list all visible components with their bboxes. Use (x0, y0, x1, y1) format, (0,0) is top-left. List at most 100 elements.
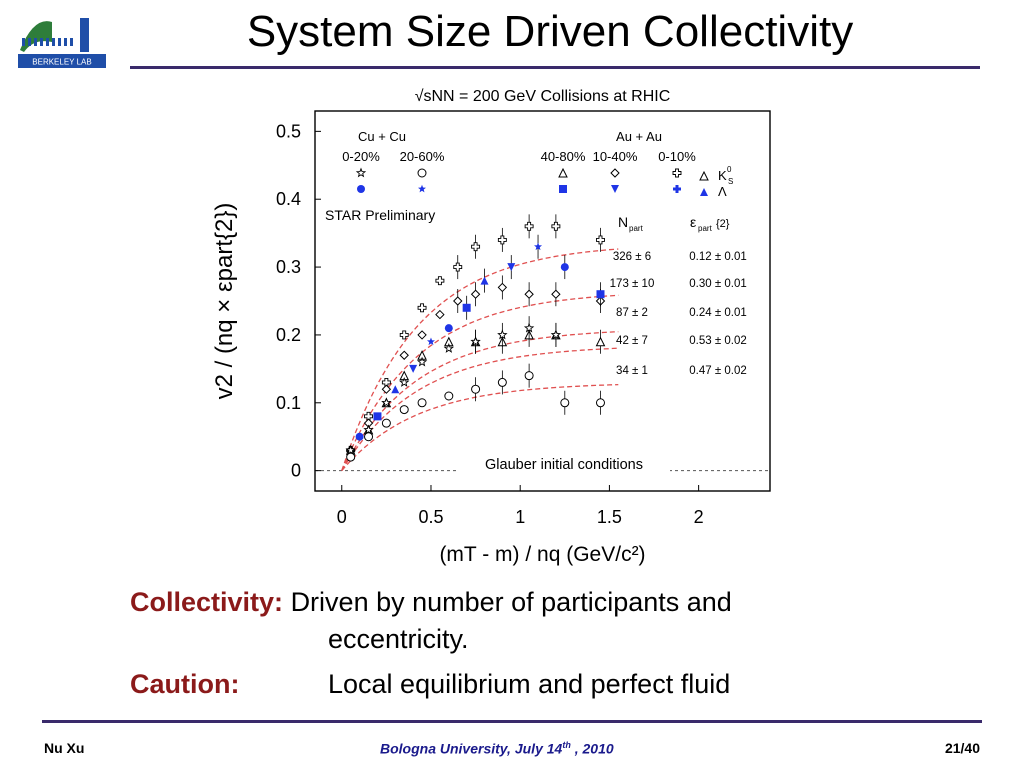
title-divider (130, 66, 980, 69)
legend-particle-sup: 0 (727, 165, 732, 174)
data-point (444, 324, 453, 333)
data-point (373, 412, 382, 421)
data-point (470, 289, 481, 299)
data-point (364, 432, 374, 442)
data-point (345, 444, 356, 455)
v2-scaling-chart: 0 0.5 1 1.5 2 0 0.1 0.2 0.3 0.4 0.5 √sNN = 200 GeV … (211, 88, 771, 566)
data-point (497, 235, 507, 245)
legend-system: Au + Au (616, 129, 662, 144)
data-point (443, 343, 455, 353)
data-point (453, 262, 463, 272)
table-epsilon: 0.30 ± 0.01 (689, 278, 746, 290)
data-point (399, 350, 409, 360)
data-point (524, 221, 534, 231)
data-point (381, 418, 391, 428)
table-npart: 326 ± 6 (613, 251, 651, 263)
data-point (610, 168, 620, 178)
data-point (672, 168, 682, 178)
caution-line: Caution: Local equilibrium and perfect fl… (130, 667, 730, 701)
x-tick-label: 2 (694, 507, 704, 527)
data-point (381, 384, 392, 394)
data-point (453, 296, 463, 306)
logo-tower-icon (80, 18, 89, 52)
x-tick-label: 0.5 (418, 507, 443, 527)
footer-page-number: 21/40 (944, 740, 980, 756)
data-point (471, 242, 481, 252)
data-point (399, 330, 409, 340)
data-point (399, 405, 409, 415)
legend-particle: Λ (718, 184, 727, 199)
data-point (381, 397, 392, 408)
logo-band (18, 54, 106, 68)
data-point (524, 289, 534, 299)
plot-frame (314, 110, 771, 492)
data-point (363, 424, 374, 435)
data-point (497, 377, 507, 387)
data-point (559, 185, 567, 193)
data-point (480, 276, 489, 285)
data-point (444, 391, 454, 401)
footer-venue-year: , 2010 (570, 740, 614, 757)
y-tick-label: 0.2 (276, 325, 301, 345)
fit-curve (341, 347, 619, 471)
y-tick-label: 0.5 (276, 121, 301, 141)
data-point (418, 184, 426, 193)
legend-centrality: 10-40% (593, 149, 638, 164)
collectivity-text: Driven by number of participants and (290, 587, 732, 617)
glauber-label: Glauber initial conditions (485, 457, 643, 473)
collectivity-label: Collectivity: (130, 587, 284, 617)
footer-author: Nu Xu (44, 740, 85, 756)
data-point (534, 242, 543, 251)
data-point (346, 452, 356, 462)
caution-label: Caution: (130, 669, 240, 699)
collectivity-line-2: eccentricity. (328, 624, 469, 654)
data-point (399, 376, 410, 387)
data-point (417, 398, 427, 408)
logo-columns-icon (22, 38, 73, 46)
data-point (560, 398, 570, 408)
legend-centrality: 20-60% (400, 149, 445, 164)
annotation-bg (320, 204, 482, 226)
footer-venue: Bologna University, July 14th , 2010 (380, 740, 614, 757)
data-point (560, 263, 569, 272)
data-point (416, 356, 428, 367)
legend-system: Cu + Cu (358, 129, 406, 144)
data-point (417, 330, 427, 340)
table-header: N (618, 214, 628, 230)
data-point (497, 282, 508, 293)
x-tick-label: 0 (337, 507, 347, 527)
data-point (417, 168, 427, 178)
chart-axes (314, 110, 771, 492)
table-header-tail: {2} (716, 218, 730, 230)
glauber-bg (458, 452, 670, 474)
y-tick-label: 0 (291, 461, 301, 481)
data-point (558, 167, 568, 178)
y-tick-label: 0.4 (276, 189, 301, 209)
data-point (391, 385, 400, 394)
logo-text: BERKELEY LAB (32, 58, 91, 67)
y-axis-label: v2 / (nq × εpart{2}) (211, 203, 238, 400)
data-point (435, 276, 445, 286)
fit-curve (341, 248, 619, 471)
data-point (497, 329, 508, 340)
data-point (426, 337, 435, 346)
chart-text: 0 0.5 1 1.5 2 0 0.1 0.2 0.3 0.4 0.5 √sNN = 200 GeV … (211, 88, 747, 566)
legend-particle: K (718, 168, 727, 183)
logo-hill-icon (20, 21, 52, 52)
data-point (507, 263, 516, 272)
berkeley-lab-logo: BERKELEY LAB (18, 18, 106, 68)
data-point (417, 303, 427, 313)
caution-text: Local equilibrium and perfect fluid (328, 669, 731, 699)
slide-title: System Size Driven Collectivity (246, 7, 854, 56)
data-point (551, 221, 561, 231)
data-point (595, 398, 605, 408)
data-point (355, 167, 367, 178)
collectivity-line: Collectivity: Driven by number of partic… (130, 585, 732, 619)
table-header-sub: part (698, 224, 713, 233)
data-point (435, 309, 445, 320)
table-epsilon: 0.12 ± 0.01 (689, 251, 746, 263)
data-point (357, 185, 365, 193)
data-point (524, 371, 534, 381)
data-point (700, 188, 708, 196)
data-markers (320, 167, 709, 474)
